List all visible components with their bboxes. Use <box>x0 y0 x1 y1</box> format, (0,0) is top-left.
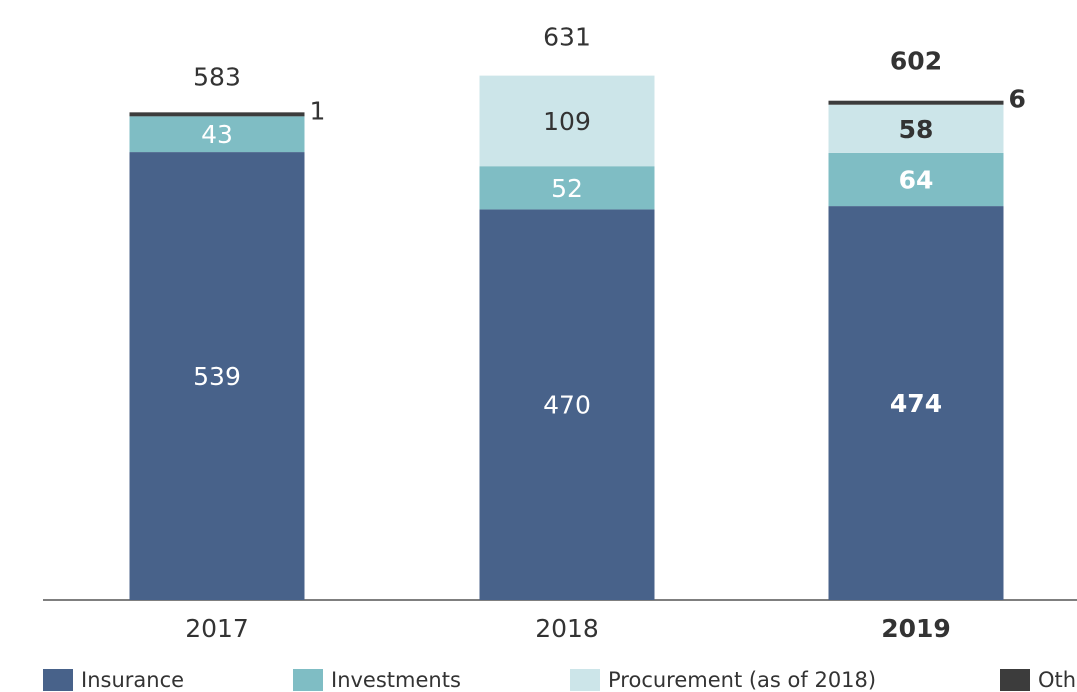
bar-segment <box>479 209 655 601</box>
value-label: 6 <box>1009 85 1026 114</box>
total-label: 631 <box>543 23 591 52</box>
value-label: 474 <box>890 389 942 418</box>
total-label: 583 <box>193 63 241 92</box>
value-label: 539 <box>193 362 241 391</box>
legend-swatch <box>43 669 73 691</box>
bar-segment <box>129 112 305 117</box>
x-tick-label: 2018 <box>535 614 599 643</box>
bar-segment <box>828 100 1004 105</box>
value-label: 58 <box>899 115 934 144</box>
legend-label: Procurement (as of 2018) <box>608 668 876 692</box>
legend-swatch <box>293 669 323 691</box>
value-label: 52 <box>551 174 583 203</box>
value-label: 1 <box>310 96 326 125</box>
bar-segment <box>828 206 1004 600</box>
legend-swatch <box>570 669 600 691</box>
value-label: 470 <box>543 391 591 420</box>
value-label: 64 <box>899 166 934 195</box>
legend-label: Investments <box>331 668 461 692</box>
bar-segment <box>129 152 305 600</box>
value-label: 43 <box>201 120 233 149</box>
total-label: 602 <box>890 47 942 76</box>
legend-label: Insurance <box>81 668 184 692</box>
bar-segment <box>828 152 1004 207</box>
bar-segment <box>129 116 305 153</box>
legend-label: Other <box>1038 668 1077 692</box>
x-tick-label: 2017 <box>185 614 249 643</box>
bar-segment <box>479 75 655 167</box>
bar-segment <box>828 104 1004 153</box>
bar-segment <box>479 166 655 210</box>
legend-swatch <box>1000 669 1030 691</box>
value-label: 109 <box>543 107 591 136</box>
x-tick-label: 2019 <box>881 614 951 643</box>
